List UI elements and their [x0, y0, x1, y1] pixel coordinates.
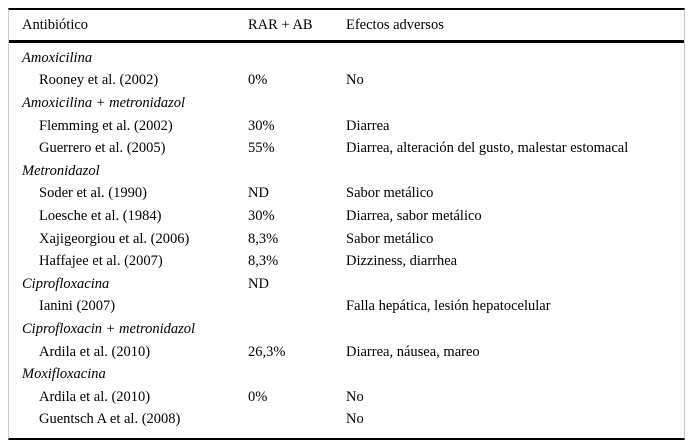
antibiotic-cell: Guerrero et al. (2005) — [39, 140, 166, 157]
efectos-cell: Diarrea, náusea, mareo — [346, 343, 480, 360]
rar-cell: 8,3% — [248, 253, 279, 270]
antibiotic-cell: Ciprofloxacin + metronidazol — [22, 320, 196, 337]
table-row-study: Ianini (2007) Falla hepática, lesión hep… — [9, 296, 684, 319]
table-row-group: Metronidazol — [9, 160, 684, 183]
table-row-study: Ardila et al. (2010) 26,3% Diarrea, náus… — [9, 341, 684, 364]
table-row-group: Moxifloxacina — [9, 363, 684, 386]
antibiotic-cell: Moxifloxacina — [22, 366, 106, 383]
antibiotic-cell: Ardila et al. (2010) — [39, 388, 151, 405]
table-row-group: Ciprofloxacina ND — [9, 273, 684, 296]
table-row-study: Soder et al. (1990) ND Sabor metálico — [9, 183, 684, 206]
rar-cell: 30% — [248, 207, 275, 224]
rar-cell: 30% — [248, 117, 275, 134]
table-row-study: Loesche et al. (1984) 30% Diarrea, sabor… — [9, 205, 684, 228]
antibiotic-cell: Ciprofloxacina — [22, 275, 110, 292]
antibiotic-cell: Ianini (2007) — [39, 298, 116, 315]
rar-cell: 0% — [248, 72, 268, 89]
efectos-cell: Dizziness, diarrhea — [346, 253, 458, 270]
efectos-cell: Diarrea, alteración del gusto, malestar … — [346, 140, 629, 157]
table-row-study: Rooney et al. (2002) 0% No — [9, 70, 684, 93]
antibiotics-adverse-effects-table: Antibiótico RAR + AB Efectos adversos Am… — [8, 8, 685, 441]
table-header-row: Antibiótico RAR + AB Efectos adversos — [9, 10, 684, 43]
antibiotic-cell: Guentsch A et al. (2008) — [39, 411, 181, 428]
table-row-study: Xajigeorgiou et al. (2006) 8,3% Sabor me… — [9, 228, 684, 251]
efectos-cell: Diarrea, sabor metálico — [346, 207, 482, 224]
antibiotic-cell: Metronidazol — [22, 162, 100, 179]
column-header-antibiotic: Antibiótico — [22, 16, 89, 33]
efectos-cell: No — [346, 411, 364, 428]
rar-cell: 0% — [248, 388, 268, 405]
rar-cell: ND — [248, 275, 269, 292]
efectos-cell: Sabor metálico — [346, 230, 434, 247]
table-row-study: Haffajee et al. (2007) 8,3% Dizziness, d… — [9, 250, 684, 273]
antibiotic-cell: Xajigeorgiou et al. (2006) — [39, 230, 190, 247]
antibiotic-cell: Rooney et al. (2002) — [39, 72, 159, 89]
rar-cell: ND — [248, 185, 269, 202]
table-row-study: Ardila et al. (2010) 0% No — [9, 386, 684, 409]
antibiotic-cell: Soder et al. (1990) — [39, 185, 147, 202]
efectos-cell: No — [346, 72, 364, 89]
antibiotic-cell: Amoxicilina — [22, 49, 93, 66]
table-row-study: Flemming et al. (2002) 30% Diarrea — [9, 115, 684, 138]
table-row-study: Guerrero et al. (2005) 55% Diarrea, alte… — [9, 137, 684, 160]
rar-cell: 8,3% — [248, 230, 279, 247]
table-body: Amoxicilina Rooney et al. (2002) 0% No A… — [9, 43, 684, 438]
table-row-group: Ciprofloxacin + metronidazol — [9, 318, 684, 341]
antibiotic-cell: Haffajee et al. (2007) — [39, 253, 163, 270]
rar-cell: 55% — [248, 140, 275, 157]
antibiotic-cell: Amoxicilina + metronidazol — [22, 94, 186, 111]
efectos-cell: No — [346, 388, 364, 405]
efectos-cell: Diarrea — [346, 117, 390, 134]
antibiotic-cell: Flemming et al. (2002) — [39, 117, 173, 134]
table-row-group: Amoxicilina — [9, 47, 684, 70]
table-row-group: Amoxicilina + metronidazol — [9, 92, 684, 115]
efectos-cell: Sabor metálico — [346, 185, 434, 202]
table-row-study: Guentsch A et al. (2008) No — [9, 409, 684, 432]
column-header-efectos: Efectos adversos — [346, 16, 444, 33]
column-header-rar: RAR + AB — [248, 16, 313, 33]
antibiotic-cell: Ardila et al. (2010) — [39, 343, 151, 360]
efectos-cell: Falla hepática, lesión hepatocelular — [346, 298, 551, 315]
rar-cell: 26,3% — [248, 343, 286, 360]
antibiotic-cell: Loesche et al. (1984) — [39, 207, 162, 224]
